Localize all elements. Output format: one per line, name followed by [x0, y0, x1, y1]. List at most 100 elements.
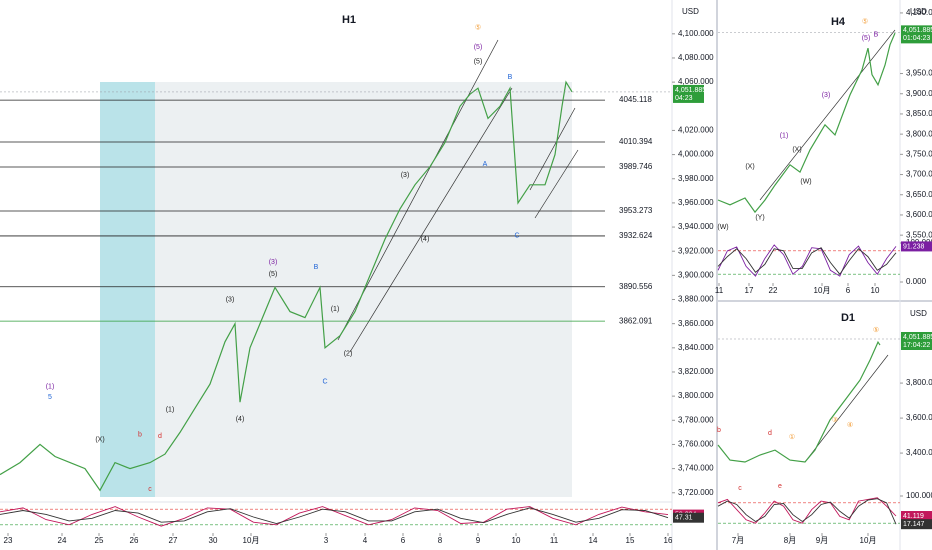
wave-label: (3): [269, 259, 278, 266]
y-tick-label: 3,800.000: [906, 378, 932, 387]
wave-label: ⑤: [862, 18, 868, 26]
wave-label: ⑤: [475, 24, 481, 32]
wave-label: ③: [832, 416, 838, 424]
wave-label: ①: [789, 433, 795, 441]
x-tick-label: 15: [626, 536, 635, 545]
y-tick-label: 4,100.000: [906, 8, 932, 17]
price-line: [717, 32, 896, 214]
x-tick-label: 10月: [860, 536, 877, 545]
oscillator-line: [0, 506, 669, 527]
wave-label: (1): [331, 306, 340, 313]
x-tick-label: 10月: [814, 286, 831, 295]
channel-line: [337, 39, 499, 341]
wave-label: A: [483, 161, 488, 168]
x-tick-label: 9月: [816, 536, 828, 545]
wave-label: (3): [226, 296, 235, 303]
osc-readout: 41.119: [903, 513, 924, 520]
range-box: [100, 82, 572, 497]
wave-label: (W): [717, 224, 728, 231]
y-tick-label: 3,700.000: [906, 170, 932, 179]
wave-label: (1): [46, 383, 55, 390]
x-tick-label: 10: [871, 286, 880, 295]
wave-label: (X): [792, 147, 801, 154]
wave-label: ⑤: [873, 326, 879, 334]
x-tick-label: 10月: [243, 536, 260, 545]
osc-readout-box: [901, 241, 932, 252]
y-tick-label: 4,020.000: [678, 126, 714, 135]
panel-title: H1: [342, 14, 356, 26]
panel-title: D1: [841, 312, 855, 324]
oscillator-line: [717, 244, 897, 277]
channel-line: [804, 354, 889, 463]
channel-line: [759, 29, 896, 201]
x-tick-label: 14: [589, 536, 598, 545]
x-tick-label: 26: [130, 536, 139, 545]
channel-line: [534, 149, 579, 219]
wave-label: c: [148, 486, 152, 493]
y-tick-label: 3,880.000: [678, 295, 714, 304]
channel-line: [529, 107, 576, 191]
level-label: 3890.556: [619, 282, 653, 291]
oscillator-line: [717, 247, 897, 275]
countdown-label: 17:04:22: [903, 342, 930, 349]
x-tick-label: 6: [846, 286, 851, 295]
last-price-box: [901, 25, 932, 44]
price-line: [717, 340, 881, 463]
wave-label: (5): [474, 44, 483, 51]
y-tick-label: 3,860.000: [678, 319, 714, 328]
wave-label: C: [322, 378, 327, 385]
y-tick-label: 3,960.000: [678, 198, 714, 207]
currency-label: USD: [910, 7, 927, 16]
y-tick-label: 4,080.000: [678, 53, 714, 62]
x-tick-label: 17: [745, 286, 754, 295]
wave-label: (5): [474, 58, 483, 65]
level-label: 3953.273: [619, 206, 653, 215]
level-label: 4010.394: [619, 137, 653, 146]
y-tick-label: 3,600.000: [906, 210, 932, 219]
y-tick-label: 3,920.000: [678, 246, 714, 255]
wave-label: (3): [822, 92, 831, 99]
panel-title: H4: [831, 16, 846, 28]
y-tick-label: 4,100.000: [678, 29, 714, 38]
last-price-label: 4,051.885: [903, 27, 932, 34]
wave-label: C: [514, 232, 519, 239]
oscillator-line: [717, 497, 897, 524]
osc-readout-box: [673, 512, 704, 523]
osc-readout-box: [901, 519, 932, 530]
wave-label: (W): [800, 179, 811, 186]
y-tick-label: 4,060.000: [678, 77, 714, 86]
y-tick-label: 3,750.000: [906, 149, 932, 158]
x-tick-label: 8月: [784, 536, 796, 545]
x-tick-label: 4: [363, 536, 368, 545]
x-tick-label: 30: [209, 536, 218, 545]
x-tick-label: 8: [438, 536, 443, 545]
panel-divider: [718, 300, 932, 302]
y-tick-label: 3,940.000: [678, 222, 714, 231]
y-tick-label: 3,800.000: [678, 391, 714, 400]
x-tick-label: 27: [169, 536, 178, 545]
y-tick-label: 3,980.000: [678, 174, 714, 183]
y-tick-label: 3,740.000: [678, 464, 714, 473]
wave-label: B: [508, 74, 513, 81]
y-tick-label: 3,550.000: [906, 230, 932, 239]
x-tick-label: 23: [4, 536, 13, 545]
osc-readout: 47.31: [675, 515, 693, 522]
osc-tick-label: 0.000: [906, 277, 927, 286]
y-tick-label: 3,800.000: [906, 129, 932, 138]
channel-line: [349, 87, 513, 353]
x-tick-label: 10: [512, 536, 521, 545]
countdown-label: 04:23: [675, 95, 693, 102]
last-price-box: [673, 84, 704, 103]
level-label: 3989.746: [619, 162, 653, 171]
panel-divider: [716, 0, 718, 550]
y-tick-label: 4,000.000: [678, 150, 714, 159]
y-tick-label: 3,900.000: [678, 270, 714, 279]
wave-label: (X): [95, 436, 104, 443]
x-tick-label: 11: [715, 286, 724, 295]
countdown-label: 01:04:23: [903, 35, 930, 42]
wave-label: ④: [847, 421, 853, 429]
wave-label: (5): [269, 271, 278, 278]
y-tick-label: 3,950.000: [906, 69, 932, 78]
osc-readout-box: [901, 511, 932, 522]
